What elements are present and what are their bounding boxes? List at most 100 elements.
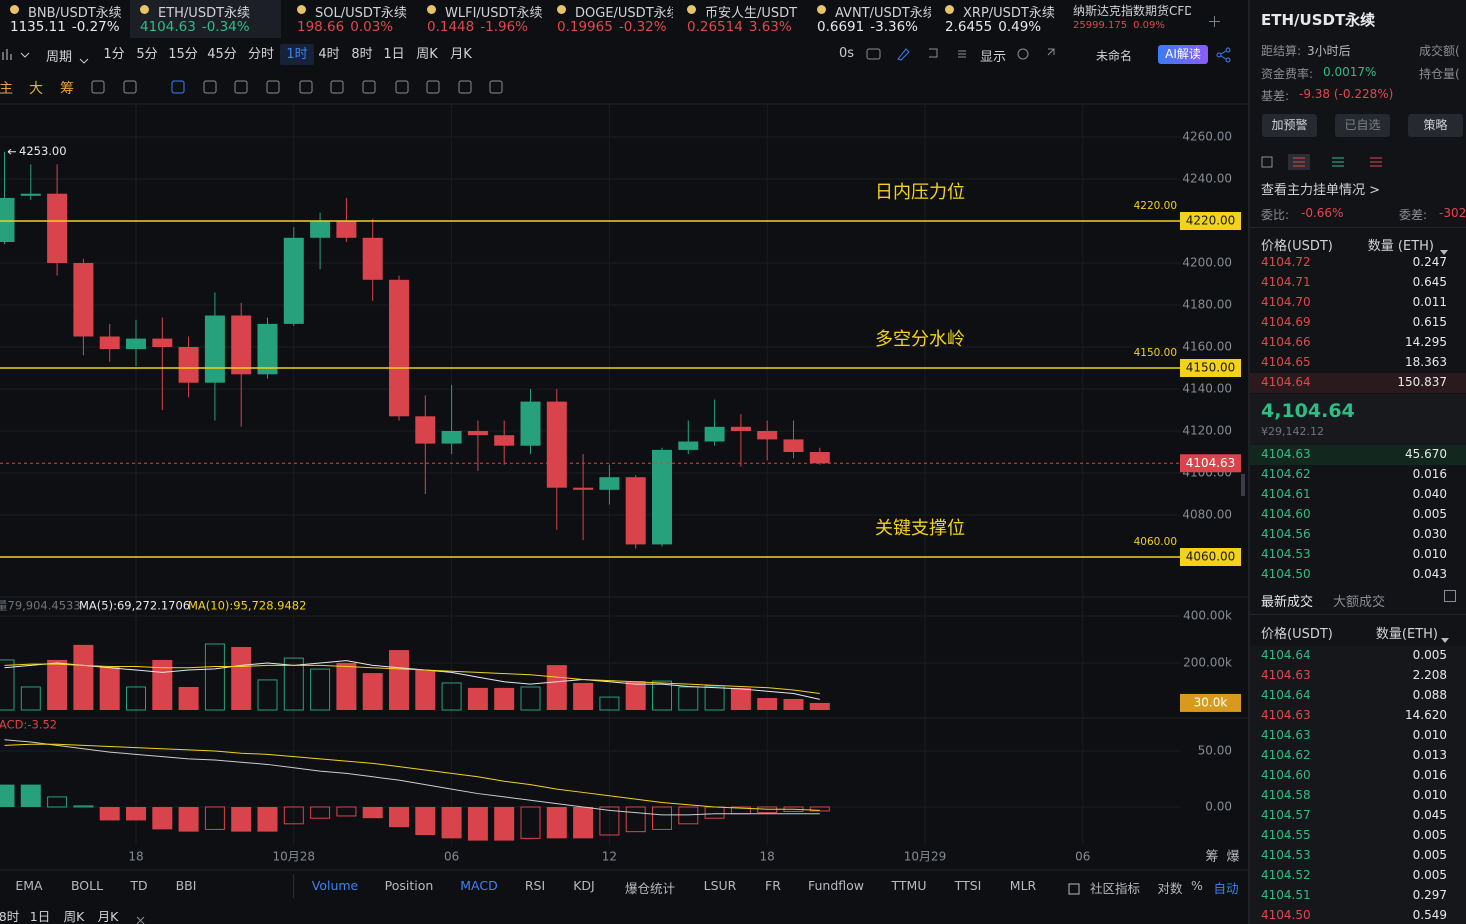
volume-bar (441, 682, 462, 711)
sub-indicator[interactable]: FR (765, 878, 781, 893)
quick-period[interactable]: 8时 (0, 909, 20, 924)
ticker-price: 0.19965 (557, 19, 613, 35)
trades-bg (1250, 646, 1466, 924)
candle-body (20, 193, 41, 196)
interval-tab[interactable]: 15分 (168, 47, 198, 62)
sub-indicator[interactable]: Volume (311, 878, 359, 893)
sub-indicator[interactable]: TTMU (891, 878, 927, 893)
main-indicator[interactable]: BOLL (70, 878, 104, 893)
close-icon[interactable] (136, 910, 145, 924)
basis: -9.38 (-0.228%) (1299, 87, 1394, 101)
indicator-option[interactable]: 社区指标 (1089, 881, 1140, 896)
ticker-tab[interactable]: WLFI/USDT永续 0.1448 -1.96% (417, 0, 543, 38)
sub-indicator[interactable]: 爆仓统计 (624, 881, 675, 896)
add-tab-icon[interactable] (1209, 12, 1220, 27)
tool-toggle[interactable]: 主 (0, 81, 13, 97)
interval-tab[interactable]: 8时 (351, 47, 373, 62)
ticker-tab[interactable]: SOL/USDT永续 198.66 0.03% (287, 0, 413, 38)
quick-period[interactable]: 周K (63, 909, 85, 924)
dropdown-icon[interactable] (1440, 241, 1448, 255)
sub-indicator[interactable]: Fundflow (807, 878, 865, 893)
bids-qty: 0.030 (1412, 527, 1447, 541)
sub-indicator[interactable]: KDJ (573, 878, 595, 893)
volume-header: 量79,904.4533 (0, 599, 81, 613)
sub-indicator[interactable]: RSI (524, 878, 546, 893)
volume-bar (809, 702, 830, 710)
interval-tab[interactable]: 分时 (247, 47, 274, 62)
sub-indicator[interactable]: Position (384, 878, 434, 893)
trade-price: 4104.60 (1261, 768, 1311, 782)
interval-tab[interactable]: 月K (450, 47, 472, 62)
panel-button[interactable]: 加预警 (1262, 114, 1317, 137)
funding: 0.0017% (1323, 65, 1377, 79)
trade-tab[interactable]: 最新成交 (1261, 595, 1314, 610)
checkbox[interactable] (1444, 590, 1456, 602)
ticker-tab[interactable]: XRP/USDT永续 2.6455 0.49% (935, 0, 1061, 38)
panel-button[interactable]: 已自选 (1335, 114, 1390, 137)
macd-bar (20, 784, 41, 807)
candle-body (389, 279, 409, 417)
candle-body (178, 347, 199, 383)
layout-name[interactable]: 未命名 (1096, 49, 1133, 63)
interval-tab[interactable]: 1时 (280, 44, 314, 65)
indicator-option[interactable]: 对数 (1157, 881, 1183, 896)
quick-period[interactable]: 1日 (29, 909, 51, 924)
sub-indicator[interactable]: TTSI (954, 878, 982, 893)
ticker-icon (557, 5, 566, 14)
period-label[interactable]: 周期 (46, 50, 73, 65)
interval-tab[interactable]: 5分 (136, 47, 158, 62)
candle-body (441, 431, 462, 444)
trade-price: 4104.64 (1261, 648, 1311, 662)
panel-button[interactable]: 策略 (1408, 114, 1463, 137)
period-chevron (79, 50, 89, 64)
interval-tab[interactable]: 45分 (207, 47, 237, 62)
tool-toggle[interactable]: 大 (29, 81, 43, 97)
ticker-tab[interactable]: AVNT/USDT永续 0.6691 -3.36% (807, 0, 931, 38)
interval-tab[interactable]: 1分 (103, 47, 125, 62)
trade-price: 4104.58 (1261, 788, 1311, 802)
ticker-tab[interactable]: ETH/USDT永续 4104.63 -0.34% (130, 0, 281, 38)
depth-link[interactable]: 查看主力挂单情况 > (1261, 183, 1381, 198)
ticker-change: -1.96% (480, 19, 529, 35)
ai-button[interactable]: AI解读 (1158, 45, 1208, 64)
chart-type-icon[interactable] (2, 47, 32, 61)
dropdown-icon[interactable] (1441, 629, 1449, 643)
display-menu[interactable]: 显示 (980, 50, 1007, 65)
macd-bar (467, 807, 488, 841)
indicator-option[interactable]: % (1191, 878, 1203, 893)
sub-indicator[interactable]: LSUR (703, 878, 737, 893)
ticker-tab[interactable]: BNB/USDT永续 1135.11 -0.27% (0, 0, 126, 38)
volume-bar (20, 686, 41, 711)
interval-tab[interactable]: 周K (416, 47, 438, 62)
row-highlight (1250, 445, 1466, 465)
ticker-name: DOGE/USDT永续 (575, 6, 673, 21)
ticker-tab[interactable]: DOGE/USDT永续 0.19965 -0.32% (547, 0, 673, 38)
quick-period[interactable]: 月K (97, 909, 119, 924)
ticker-tab[interactable]: 币安人生/USDT 0.26514 3.63% (677, 0, 803, 38)
main-indicator[interactable]: TD (130, 878, 148, 893)
ticker-tab[interactable]: 纳斯达克指数期货CFD 25999.175 0.09% (1065, 0, 1191, 38)
sub-indicator[interactable]: MACD (460, 878, 498, 893)
toolbar-icons (865, 46, 1065, 62)
x-tick-label: 18 (760, 850, 775, 864)
main-indicator[interactable]: BBI (175, 878, 197, 893)
share-icon[interactable] (1216, 47, 1232, 63)
ratio-label: 委比: (1261, 208, 1290, 222)
indicator-option[interactable]: 自动 (1213, 881, 1239, 896)
trade-price: 4104.55 (1261, 828, 1311, 842)
side-panel: ETH/USDT永续 距结算: 3小时后 成交额(资金费率: 0.0017% 持仓量(基差… (1248, 0, 1466, 924)
interval-tab[interactable]: 1日 (383, 47, 405, 62)
ticker-price: 198.66 (297, 19, 345, 35)
tool-toggle[interactable]: 筹 (60, 81, 74, 97)
macd-bar (389, 807, 409, 828)
edit-icon[interactable] (1068, 880, 1080, 895)
main-indicator[interactable]: EMA (15, 878, 43, 893)
sub-indicator[interactable]: MLR (1009, 878, 1037, 893)
volume-bar (99, 666, 120, 710)
y-tick-label: 4240.00 (1182, 172, 1232, 186)
trade-tab[interactable]: 大额成交 (1333, 595, 1386, 610)
asks-price: 4104.71 (1261, 275, 1311, 289)
interval-tab[interactable]: 4时 (318, 47, 340, 62)
level-label: 4060.00 (1134, 536, 1177, 548)
asks-price: 4104.64 (1261, 375, 1311, 389)
